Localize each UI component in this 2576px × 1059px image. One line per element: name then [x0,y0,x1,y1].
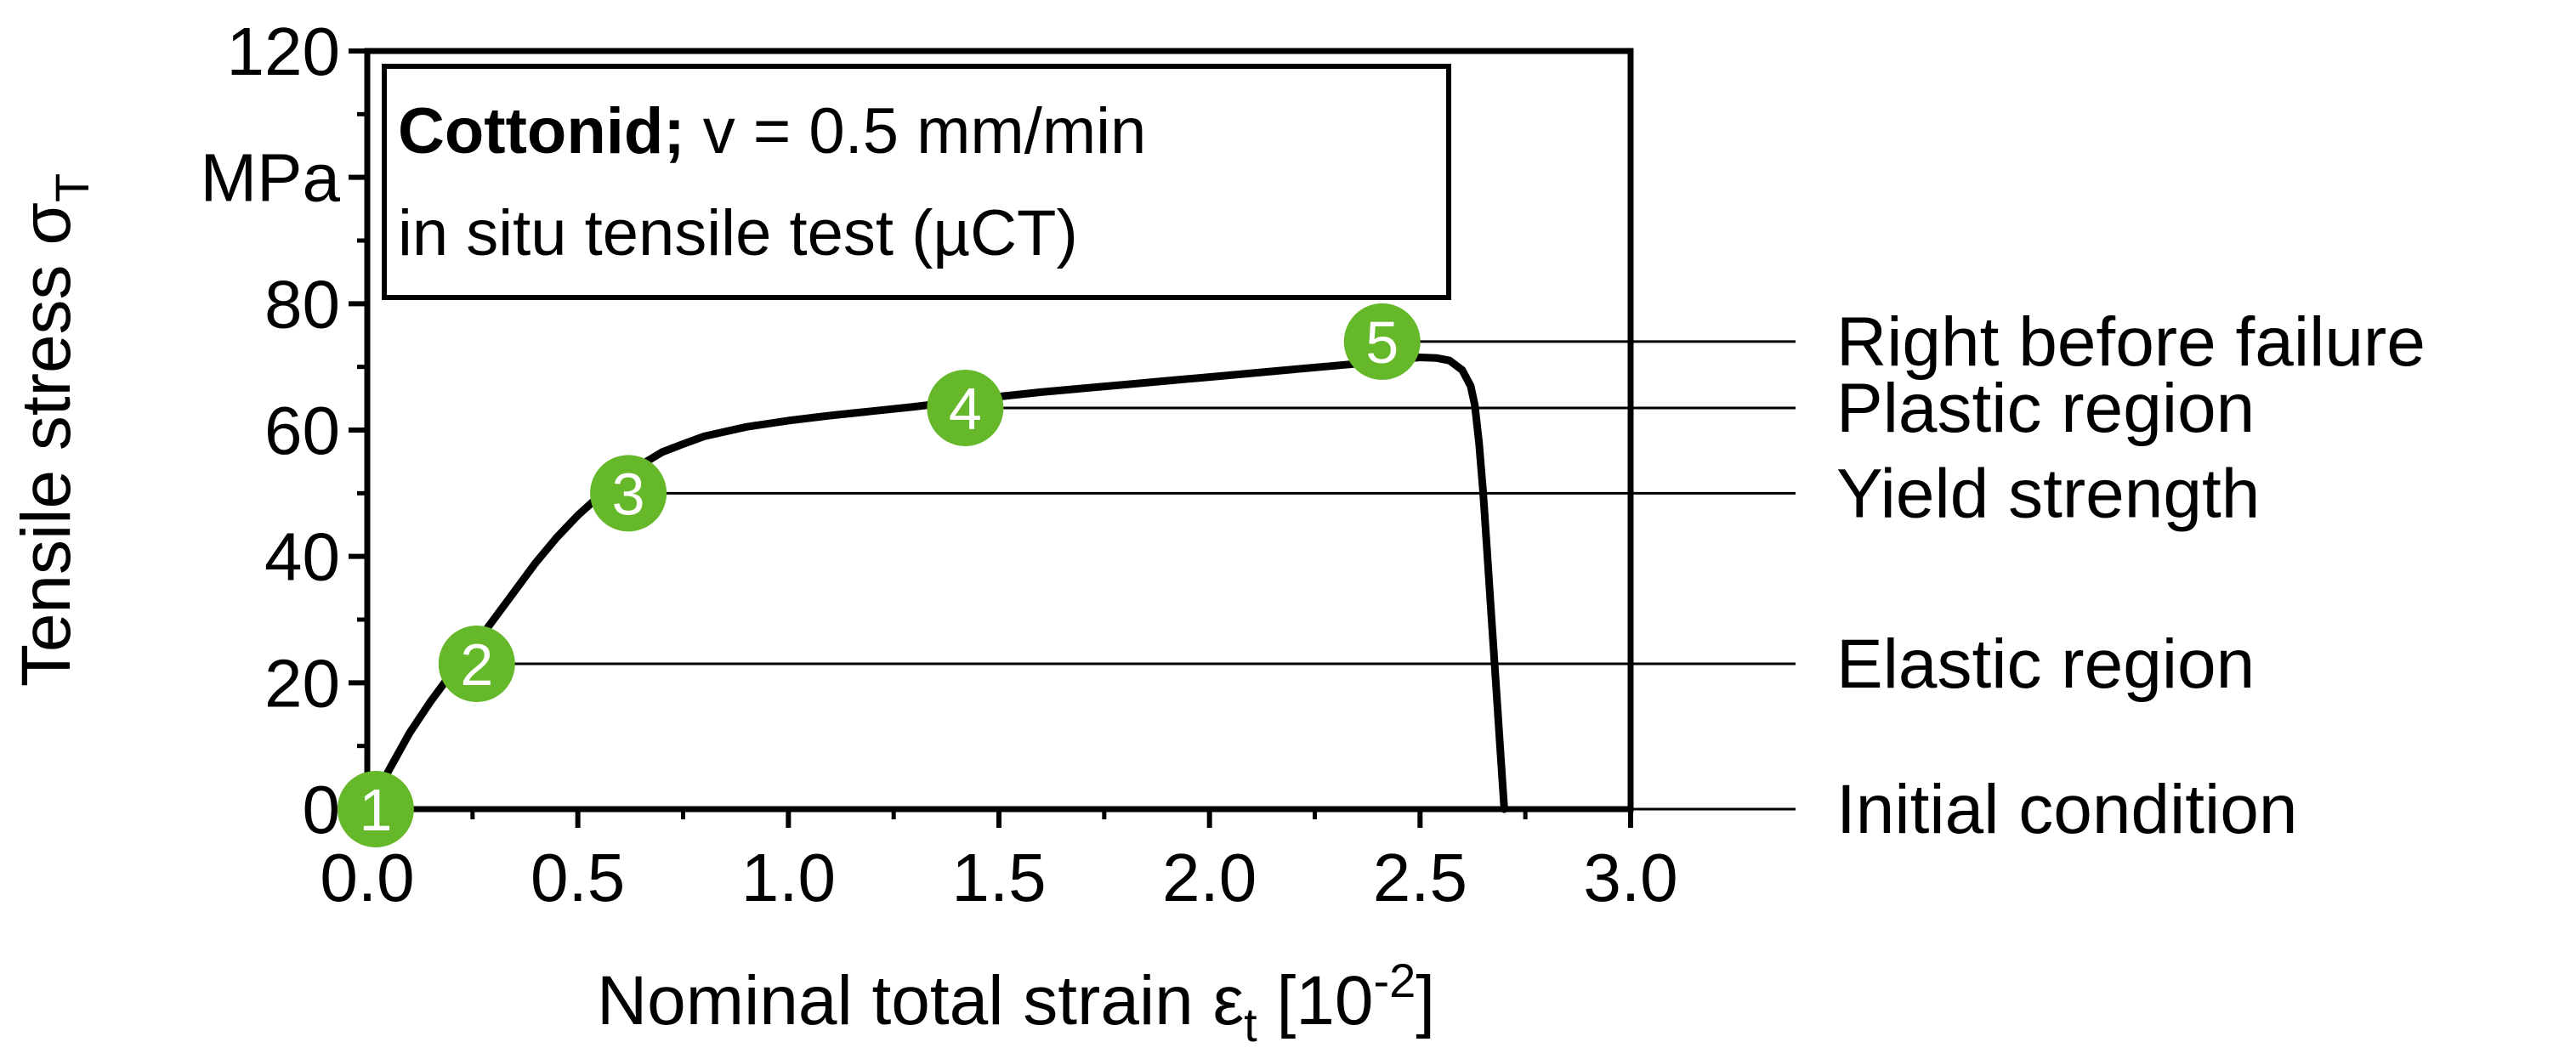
y-axis-title: Tensile stress σT [8,173,99,687]
leader-lines [375,340,1796,811]
x-tick-label: 2.0 [1162,840,1257,915]
legend-box: Cottonid; v = 0.5 mm/min in situ tensile … [382,64,1451,300]
stage-marker [590,455,667,532]
stage-label: Initial condition [1836,771,2297,848]
x-axis-title-unit-close: ] [1416,962,1435,1039]
x-tick-label: 0.0 [320,840,414,915]
x-tick-label: 2.5 [1373,840,1467,915]
y-tick-label: 20 [264,645,340,721]
legend-frame [382,64,1451,300]
legend-material: Cottonid; [398,95,685,167]
x-tick-label: 1.0 [741,840,836,915]
axis-labels: 0.0 0.5 1.0 1.5 2.0 2.5 3.0 0 20 40 60 80 120 MPa Nomi… [8,14,2426,1051]
y-axis-title-subscript: T [45,173,99,202]
x-axis-title-unit-sup: -2 [1373,954,1416,1007]
stage-label: Right before failure [1836,303,2426,381]
y-tick-label: 80 [264,266,340,342]
x-axis-title-unit-open: [10 [1257,962,1374,1039]
x-tick-label: 3.0 [1583,840,1677,915]
y-axis-title-main: Tensile stress σ [8,202,85,687]
stage-marker [438,626,515,703]
stage-label: Elastic region [1836,626,2255,703]
stage-label: Plastic region [1836,370,2255,447]
x-axis-title: Nominal total strain εt [10-2] [597,954,1435,1051]
stage-marker-number: 2 [460,631,493,698]
stage-markers: 1 2 3 4 5 [337,303,1421,847]
stage-marker [927,369,1004,446]
stage-marker-number: 3 [612,461,645,527]
stage-label: Yield strength [1836,455,2260,532]
y-tick-label: 0 [303,772,341,847]
stage-marker-number: 5 [1365,309,1399,376]
stage-marker-number: 1 [359,777,392,843]
y-tick-label: 60 [264,393,340,468]
y-unit-label: MPa [201,140,341,216]
x-axis-title-main: Nominal total strain ε [597,962,1244,1039]
legend-speed: v = 0.5 mm/min [685,95,1147,167]
x-tick-label: 1.5 [951,840,1046,915]
legend-line-2: in situ tensile test (µCT) [398,197,1078,269]
y-tick-label: 120 [227,14,340,89]
y-tick-label: 40 [264,519,340,595]
stage-marker-number: 4 [949,376,982,442]
stage-marker [1343,303,1421,380]
x-axis-title-subscript: t [1244,998,1257,1051]
x-tick-label: 0.5 [531,840,625,915]
legend-line-1: Cottonid; v = 0.5 mm/min [398,95,1146,167]
stage-marker [337,771,414,847]
